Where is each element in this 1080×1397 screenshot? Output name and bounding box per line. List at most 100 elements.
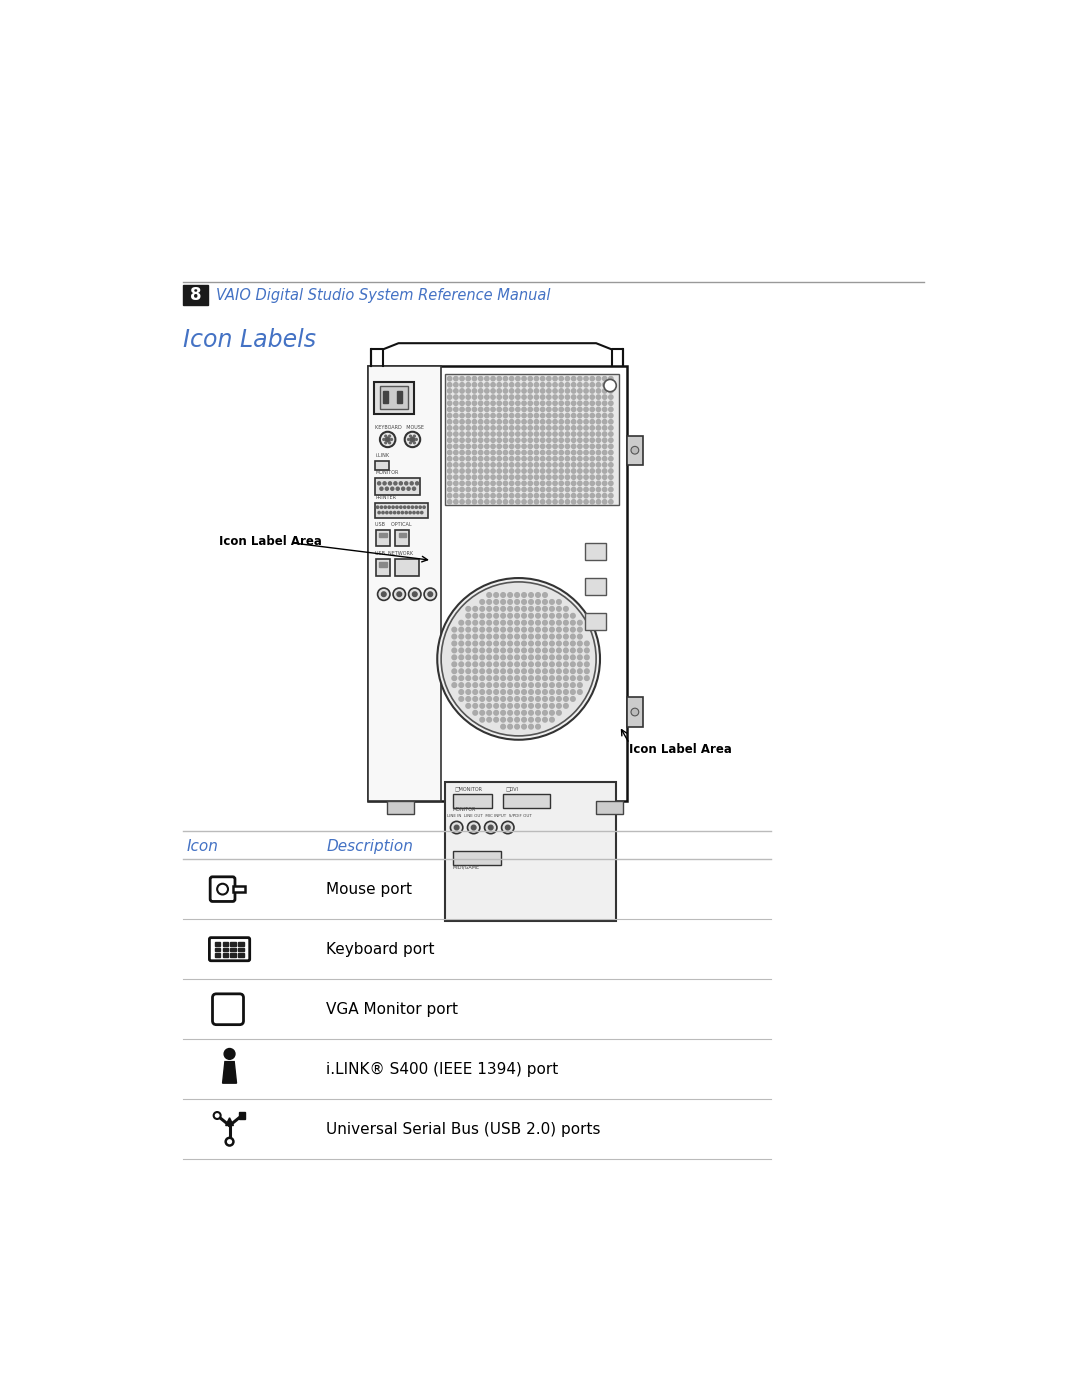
Circle shape (487, 690, 491, 694)
Circle shape (485, 444, 489, 448)
Circle shape (542, 592, 548, 598)
Circle shape (556, 641, 562, 645)
Circle shape (497, 475, 501, 479)
Circle shape (564, 655, 568, 659)
Circle shape (535, 493, 539, 497)
Circle shape (553, 444, 557, 448)
Circle shape (553, 414, 557, 418)
Circle shape (522, 408, 526, 412)
Circle shape (609, 488, 613, 492)
Circle shape (522, 676, 526, 680)
Circle shape (467, 408, 471, 412)
Circle shape (515, 725, 519, 729)
Circle shape (609, 439, 613, 443)
Circle shape (536, 655, 540, 659)
Circle shape (550, 627, 554, 631)
Circle shape (584, 676, 590, 680)
Circle shape (540, 432, 544, 436)
Circle shape (596, 450, 600, 454)
Circle shape (590, 488, 594, 492)
Circle shape (515, 669, 519, 673)
Circle shape (467, 439, 471, 443)
Circle shape (556, 711, 562, 715)
Circle shape (553, 395, 557, 400)
Circle shape (473, 683, 477, 687)
Circle shape (556, 669, 562, 673)
Circle shape (578, 395, 582, 400)
Circle shape (402, 488, 405, 490)
Circle shape (596, 388, 600, 393)
Circle shape (603, 450, 607, 454)
Circle shape (454, 488, 458, 492)
Circle shape (535, 426, 539, 430)
Circle shape (447, 475, 451, 479)
Circle shape (535, 388, 539, 393)
Circle shape (564, 683, 568, 687)
Circle shape (529, 718, 534, 722)
Circle shape (529, 592, 534, 598)
Text: Icon Labels: Icon Labels (183, 328, 316, 352)
Circle shape (485, 457, 489, 461)
Circle shape (565, 450, 569, 454)
Circle shape (529, 725, 534, 729)
Circle shape (603, 395, 607, 400)
Circle shape (546, 488, 551, 492)
Circle shape (487, 704, 491, 708)
Text: VAIO Digital Studio System Reference Manual: VAIO Digital Studio System Reference Man… (216, 288, 550, 303)
Circle shape (473, 669, 477, 673)
Circle shape (535, 488, 539, 492)
Circle shape (529, 634, 534, 638)
Circle shape (487, 711, 491, 715)
Circle shape (473, 662, 477, 666)
Circle shape (550, 655, 554, 659)
Circle shape (571, 481, 576, 486)
Circle shape (565, 376, 569, 381)
Bar (376, 529, 390, 546)
Circle shape (571, 383, 576, 387)
Circle shape (536, 704, 540, 708)
Circle shape (478, 419, 483, 423)
Circle shape (382, 439, 384, 440)
Bar (230, 947, 235, 951)
Circle shape (528, 475, 532, 479)
Circle shape (570, 641, 576, 645)
Circle shape (578, 648, 582, 652)
Circle shape (578, 450, 582, 454)
Circle shape (571, 500, 576, 504)
Circle shape (472, 457, 476, 461)
Circle shape (460, 432, 464, 436)
Circle shape (553, 493, 557, 497)
Circle shape (480, 662, 485, 666)
Circle shape (393, 511, 395, 514)
Circle shape (214, 1112, 220, 1119)
Circle shape (515, 439, 521, 443)
Circle shape (536, 606, 540, 610)
Bar (238, 942, 243, 946)
Circle shape (515, 432, 521, 436)
Circle shape (590, 376, 594, 381)
Circle shape (609, 426, 613, 430)
Circle shape (447, 493, 451, 497)
Circle shape (522, 462, 526, 467)
Circle shape (556, 620, 562, 624)
Circle shape (540, 401, 544, 405)
Circle shape (553, 500, 557, 504)
Circle shape (416, 482, 419, 485)
Circle shape (508, 634, 512, 638)
Circle shape (491, 481, 496, 486)
Circle shape (578, 457, 582, 461)
Circle shape (465, 669, 471, 673)
Circle shape (497, 481, 501, 486)
Circle shape (515, 493, 521, 497)
Circle shape (491, 419, 496, 423)
Circle shape (540, 439, 544, 443)
Circle shape (528, 376, 532, 381)
Circle shape (609, 388, 613, 393)
Circle shape (460, 419, 464, 423)
Circle shape (460, 395, 464, 400)
Circle shape (529, 662, 534, 666)
Circle shape (497, 488, 501, 492)
Bar (445, 782, 616, 921)
Circle shape (515, 683, 519, 687)
Circle shape (485, 462, 489, 467)
